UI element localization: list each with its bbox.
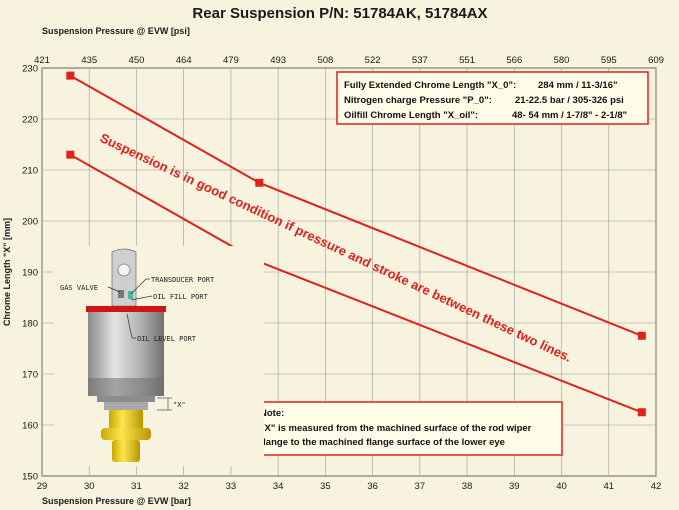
x2-tick-label: 537	[412, 55, 428, 66]
y-tick-label: 180	[22, 319, 38, 330]
gas-valve-label: GAS VALVE	[60, 284, 98, 292]
x2-tick-label: 435	[81, 55, 97, 66]
x2-tick-label: 580	[554, 55, 570, 66]
series-2-point	[637, 408, 646, 417]
note-box: Note: "X" is measured from the machined …	[252, 401, 563, 456]
x2-tick-label: 508	[317, 55, 333, 66]
x-tick-label: 38	[462, 481, 473, 492]
oil-fill-port-label: OIL FILL PORT	[153, 293, 209, 301]
spec-label-x0: Fully Extended Chrome Length "X_0":	[344, 80, 516, 91]
y-tick-label: 230	[22, 64, 38, 75]
x2-tick-label: 609	[648, 55, 664, 66]
note-line-2: flange to the machined flange surface of…	[260, 437, 505, 448]
x-axis-label: Suspension Pressure @ EVW [bar]	[42, 496, 191, 506]
note-heading: Note:	[260, 408, 284, 419]
transducer-port-label: TRANSDUCER PORT	[151, 276, 215, 284]
spec-value-x0: 284 mm / 11-3/16"	[538, 80, 618, 91]
x-dimension-label: "X"	[173, 401, 186, 409]
x-axis-ticks: 29 30 31 32 33 34 35 36 37 38 39 40 41 42	[37, 481, 662, 492]
y-tick-label: 200	[22, 217, 38, 228]
x-tick-label: 37	[415, 481, 426, 492]
chart-title: Rear Suspension P/N: 51784AK, 51784AX	[192, 5, 487, 22]
lower-eye	[101, 428, 151, 440]
suspension-illustration: TRANSDUCER PORT GAS VALVE OIL FILL PORT …	[54, 246, 264, 466]
x2-tick-label: 595	[601, 55, 617, 66]
y-tick-label: 190	[22, 268, 38, 279]
x-tick-label: 36	[367, 481, 378, 492]
x2-tick-label: 479	[223, 55, 239, 66]
x2-tick-label: 450	[129, 55, 145, 66]
gas-valve-icon	[118, 290, 124, 298]
spec-value-xoil: 48- 54 mm / 1-7/8" - 2-1/8"	[512, 110, 627, 121]
spec-label-xoil: Oilfill Chrome Length "X_oil":	[344, 110, 478, 121]
series-1-point	[637, 331, 646, 340]
chrome-rod	[104, 402, 148, 410]
spec-label-p0: Nitrogen charge Pressure "P_0":	[344, 95, 492, 106]
x2-tick-label: 493	[270, 55, 286, 66]
x-tick-label: 30	[84, 481, 95, 492]
oil-level-port-label: OIL LEVEL PORT	[137, 335, 197, 343]
x-tick-label: 31	[131, 481, 142, 492]
mount-hole-icon	[117, 263, 131, 277]
x2-tick-label: 421	[34, 55, 50, 66]
y-axis-ticks: 150 160 170 180 190 200 210 220 230	[22, 64, 38, 483]
x-tick-label: 33	[226, 481, 237, 492]
y-tick-label: 220	[22, 115, 38, 126]
rod-wiper-flange	[97, 396, 155, 402]
transducer-port-icon	[128, 291, 133, 299]
x2-tick-label: 522	[365, 55, 381, 66]
y-axis-label: Chrome Length "X" [mm]	[2, 218, 12, 326]
note-line-1: "X" is measured from the machined surfac…	[260, 423, 532, 434]
x2-axis-label: Suspension Pressure @ EVW [psi]	[42, 26, 190, 36]
x-tick-label: 39	[509, 481, 520, 492]
x-tick-label: 41	[603, 481, 614, 492]
x-tick-label: 34	[273, 481, 284, 492]
x-tick-label: 29	[37, 481, 48, 492]
x-tick-label: 35	[320, 481, 331, 492]
x-tick-label: 42	[651, 481, 662, 492]
spec-box: Fully Extended Chrome Length "X_0": 284 …	[336, 71, 649, 125]
x-tick-label: 40	[556, 481, 567, 492]
series-2-point	[66, 150, 75, 159]
x2-tick-label: 551	[459, 55, 475, 66]
lower-eye-flange	[109, 410, 143, 428]
series-1-point	[66, 71, 75, 80]
series-1-point	[255, 178, 264, 187]
y-tick-label: 150	[22, 472, 38, 483]
y-tick-label: 160	[22, 421, 38, 432]
x2-tick-label: 566	[506, 55, 522, 66]
y-tick-label: 170	[22, 370, 38, 381]
y-tick-label: 210	[22, 166, 38, 177]
spec-value-p0: 21-22.5 bar / 305-326 psi	[515, 95, 624, 106]
x2-axis-ticks: 421 435 450 464 479 493 508 522 537 551 566 580 595 6…	[34, 55, 664, 66]
x-tick-label: 32	[178, 481, 189, 492]
x2-tick-label: 464	[176, 55, 192, 66]
oil-fill-flange	[86, 306, 166, 312]
